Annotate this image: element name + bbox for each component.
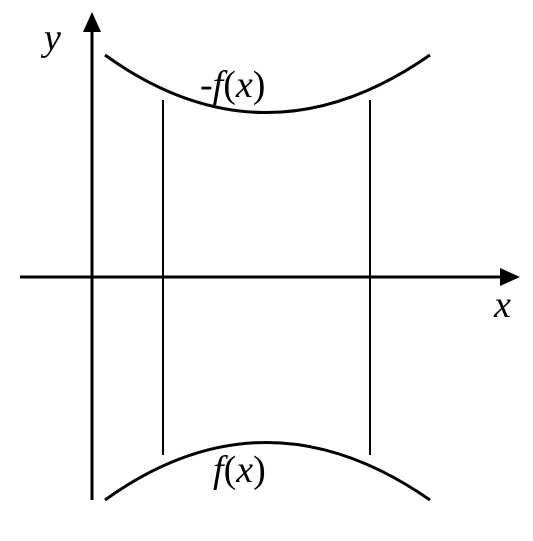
- lower-curve: [105, 443, 430, 501]
- lower-f: f: [213, 449, 224, 491]
- upper-var: x: [236, 64, 253, 106]
- x-axis-label-text: x: [494, 284, 511, 326]
- lower-curve-label: f(x): [213, 448, 266, 492]
- x-axis-label: x: [494, 283, 511, 327]
- y-axis-label-text: y: [44, 17, 61, 59]
- plot-svg: [0, 0, 533, 541]
- upper-close: ): [253, 64, 266, 106]
- upper-curve: [105, 55, 430, 113]
- upper-open: (: [223, 64, 236, 106]
- lower-var: x: [236, 449, 253, 491]
- y-axis-label: y: [44, 16, 61, 60]
- upper-prefix: -: [200, 64, 213, 106]
- math-diagram: y x -f(x) f(x): [0, 0, 533, 541]
- upper-curve-label: -f(x): [200, 63, 265, 107]
- lower-open: (: [224, 449, 237, 491]
- upper-f: f: [213, 64, 224, 106]
- lower-close: ): [253, 449, 266, 491]
- y-axis-arrow-icon: [83, 12, 101, 32]
